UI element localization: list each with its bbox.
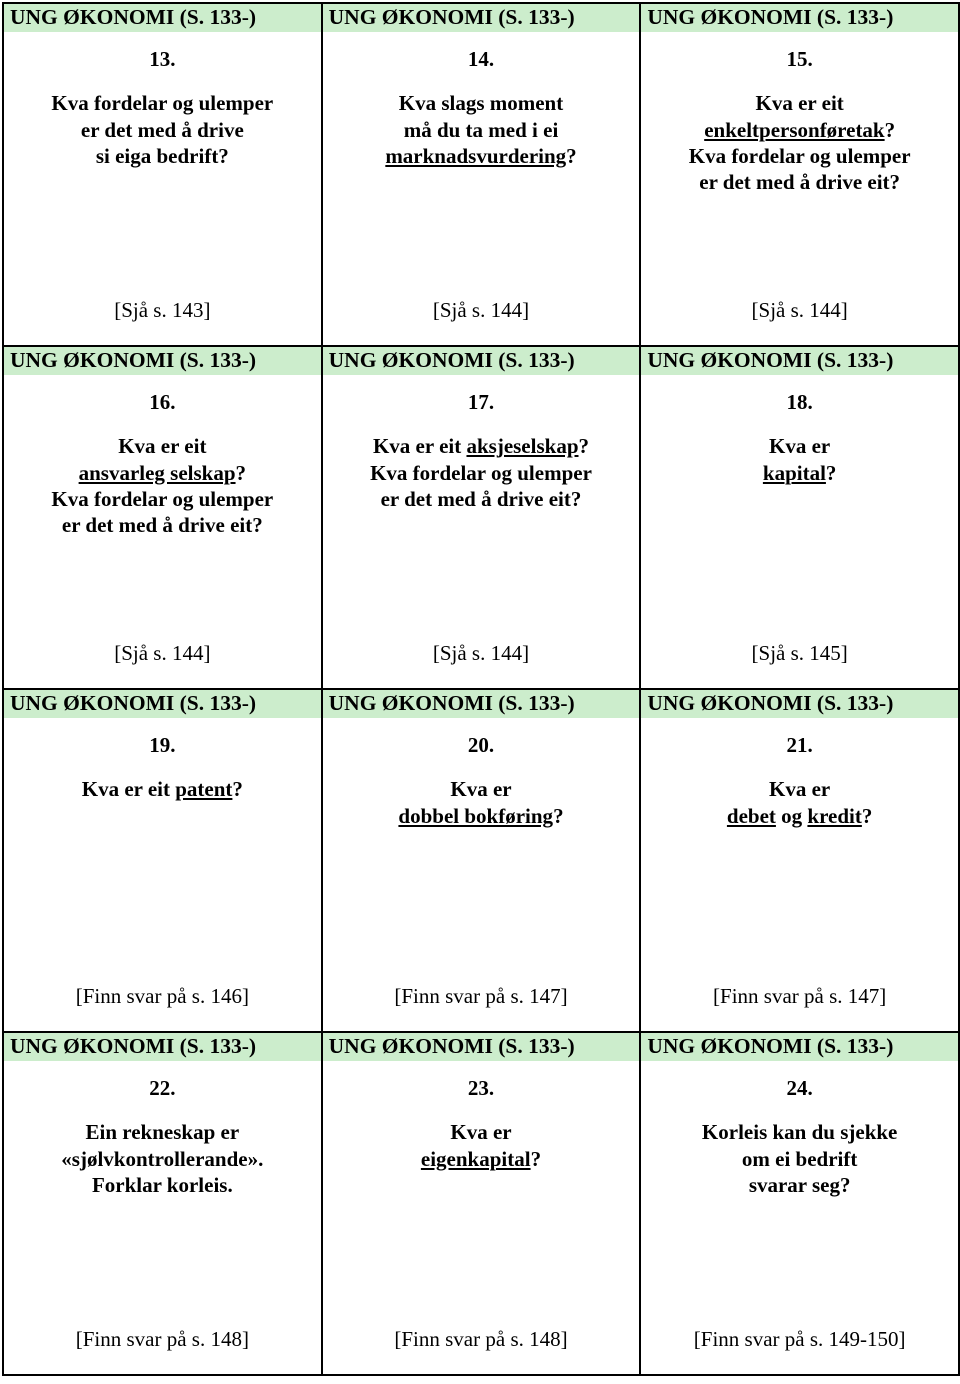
card-number: 22. <box>12 1075 313 1101</box>
card-reference: [Sjå s. 144] <box>649 298 950 323</box>
card-body: 18. Kva erkapital? [Sjå s. 145] <box>641 375 958 688</box>
card-topblock: 23. Kva ereigenkapital? <box>331 1075 632 1172</box>
card-cell: UNG ØKONOMI (S. 133-) 20. Kva erdobbel bok… <box>322 689 641 1032</box>
card-body: 16. Kva er eitansvarleg selskap?Kva forde… <box>4 375 321 688</box>
card-topblock: 16. Kva er eitansvarleg selskap?Kva forde… <box>12 389 313 538</box>
card-body: 20. Kva erdobbel bokføring? [Finn svar på … <box>323 718 640 1031</box>
card-question: Kva erkapital? <box>649 433 950 486</box>
card-body: 24. Korleis kan du sjekkeom ei bedriftsva… <box>641 1061 958 1374</box>
card-header: UNG ØKONOMI (S. 133-) <box>323 4 640 32</box>
card-reference: [Finn svar på s. 148] <box>12 1327 313 1352</box>
card-number: 21. <box>649 732 950 758</box>
card-cell: UNG ØKONOMI (S. 133-) 21. Kva erdebet og k… <box>640 689 959 1032</box>
card-body: 22. Ein rekneskap er«sjølvkontrollerande»… <box>4 1061 321 1374</box>
card-topblock: 17. Kva er eit aksjeselskap?Kva fordelar … <box>331 389 632 512</box>
card-cell: UNG ØKONOMI (S. 133-) 18. Kva erkapital? [S… <box>640 346 959 689</box>
card-topblock: 13. Kva fordelar og ulemperer det med å d… <box>12 46 313 169</box>
card-cell: UNG ØKONOMI (S. 133-) 17. Kva er eit aksje… <box>322 346 641 689</box>
card-topblock: 22. Ein rekneskap er«sjølvkontrollerande»… <box>12 1075 313 1198</box>
card-reference: [Sjå s. 144] <box>12 641 313 666</box>
card-reference: [Sjå s. 144] <box>331 298 632 323</box>
card-header: UNG ØKONOMI (S. 133-) <box>4 690 321 718</box>
card-header: UNG ØKONOMI (S. 133-) <box>323 690 640 718</box>
card-question: Kva ereigenkapital? <box>331 1119 632 1172</box>
card-body: 14. Kva slags momentmå du ta med i eimark… <box>323 32 640 345</box>
card-body: 17. Kva er eit aksjeselskap?Kva fordelar … <box>323 375 640 688</box>
card-body: 21. Kva erdebet og kredit? [Finn svar på s… <box>641 718 958 1031</box>
card-reference: [Finn svar på s. 148] <box>331 1327 632 1352</box>
card-number: 17. <box>331 389 632 415</box>
card-number: 13. <box>12 46 313 72</box>
card-header: UNG ØKONOMI (S. 133-) <box>641 1033 958 1061</box>
card-number: 18. <box>649 389 950 415</box>
card-header: UNG ØKONOMI (S. 133-) <box>4 4 321 32</box>
card-question: Kva erdobbel bokføring? <box>331 776 632 829</box>
card-cell: UNG ØKONOMI (S. 133-) 15. Kva er eitenkelt… <box>640 3 959 346</box>
card-topblock: 18. Kva erkapital? <box>649 389 950 486</box>
card-question: Kva er eitenkeltpersonføretak?Kva fordel… <box>649 90 950 195</box>
card-body: 23. Kva ereigenkapital? [Finn svar på s. 1… <box>323 1061 640 1374</box>
card-question: Kva erdebet og kredit? <box>649 776 950 829</box>
card-header: UNG ØKONOMI (S. 133-) <box>641 690 958 718</box>
card-cell: UNG ØKONOMI (S. 133-) 23. Kva ereigenkapit… <box>322 1032 641 1375</box>
card-cell: UNG ØKONOMI (S. 133-) 24. Korleis kan du s… <box>640 1032 959 1375</box>
card-number: 16. <box>12 389 313 415</box>
card-header: UNG ØKONOMI (S. 133-) <box>323 1033 640 1061</box>
card-question: Kva er eitansvarleg selskap?Kva fordelar… <box>12 433 313 538</box>
card-reference: [Sjå s. 145] <box>649 641 950 666</box>
card-cell: UNG ØKONOMI (S. 133-) 14. Kva slags moment… <box>322 3 641 346</box>
card-question: Ein rekneskap er«sjølvkontrollerande».Fo… <box>12 1119 313 1198</box>
card-number: 14. <box>331 46 632 72</box>
card-topblock: 21. Kva erdebet og kredit? <box>649 732 950 829</box>
card-body: 19. Kva er eit patent? [Finn svar på s. 14… <box>4 718 321 1031</box>
card-cell: UNG ØKONOMI (S. 133-) 19. Kva er eit paten… <box>3 689 322 1032</box>
card-body: 13. Kva fordelar og ulemperer det med å d… <box>4 32 321 345</box>
card-header: UNG ØKONOMI (S. 133-) <box>641 347 958 375</box>
card-question: Kva fordelar og ulemperer det med å driv… <box>12 90 313 169</box>
card-reference: [Sjå s. 143] <box>12 298 313 323</box>
card-reference: [Finn svar på s. 147] <box>649 984 950 1009</box>
card-cell: UNG ØKONOMI (S. 133-) 16. Kva er eitansvar… <box>3 346 322 689</box>
card-cell: UNG ØKONOMI (S. 133-) 22. Ein rekneskap er… <box>3 1032 322 1375</box>
card-header: UNG ØKONOMI (S. 133-) <box>4 347 321 375</box>
card-body: 15. Kva er eitenkeltpersonføretak?Kva for… <box>641 32 958 345</box>
card-number: 19. <box>12 732 313 758</box>
card-topblock: 24. Korleis kan du sjekkeom ei bedriftsva… <box>649 1075 950 1198</box>
card-number: 24. <box>649 1075 950 1101</box>
card-reference: [Finn svar på s. 149-150] <box>649 1327 950 1352</box>
card-number: 20. <box>331 732 632 758</box>
card-topblock: 20. Kva erdobbel bokføring? <box>331 732 632 829</box>
card-header: UNG ØKONOMI (S. 133-) <box>641 4 958 32</box>
card-number: 15. <box>649 46 950 72</box>
card-header: UNG ØKONOMI (S. 133-) <box>4 1033 321 1061</box>
card-reference: [Finn svar på s. 147] <box>331 984 632 1009</box>
card-topblock: 19. Kva er eit patent? <box>12 732 313 803</box>
card-topblock: 14. Kva slags momentmå du ta med i eimark… <box>331 46 632 169</box>
card-question: Kva slags momentmå du ta med i eimarknad… <box>331 90 632 169</box>
card-number: 23. <box>331 1075 632 1101</box>
card-question: Korleis kan du sjekkeom ei bedriftsvarar… <box>649 1119 950 1198</box>
card-topblock: 15. Kva er eitenkeltpersonføretak?Kva for… <box>649 46 950 195</box>
card-reference: [Sjå s. 144] <box>331 641 632 666</box>
card-header: UNG ØKONOMI (S. 133-) <box>323 347 640 375</box>
card-question: Kva er eit patent? <box>12 776 313 802</box>
card-reference: [Finn svar på s. 146] <box>12 984 313 1009</box>
card-cell: UNG ØKONOMI (S. 133-) 13. Kva fordelar og … <box>3 3 322 346</box>
card-question: Kva er eit aksjeselskap?Kva fordelar og … <box>331 433 632 512</box>
card-grid: UNG ØKONOMI (S. 133-) 13. Kva fordelar og … <box>2 2 960 1376</box>
